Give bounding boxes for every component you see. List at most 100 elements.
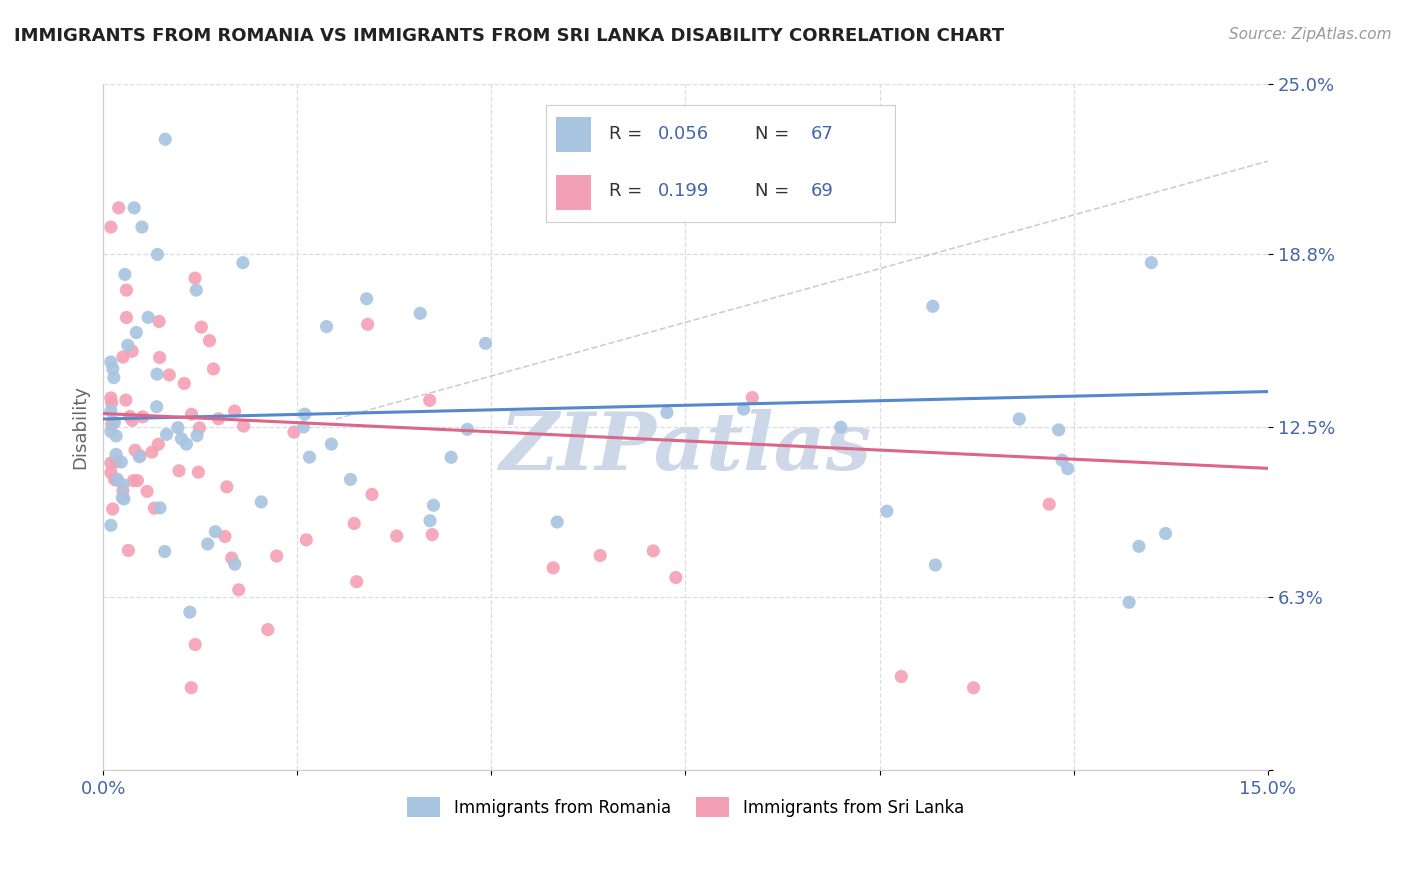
Point: [419, 514, 441, 528]
Point: [117, 543, 139, 558]
Point: [361, 487, 384, 501]
Point: [339, 472, 361, 486]
Text: ZIPatlas: ZIPatlas: [499, 409, 872, 486]
Point: [921, 299, 943, 313]
Legend: Immigrants from Romania, Immigrants from Sri Lanka: Immigrants from Romania, Immigrants from…: [401, 791, 970, 823]
Point: [131, 220, 153, 235]
Point: [136, 310, 159, 325]
Point: [122, 474, 145, 488]
Point: [589, 549, 612, 563]
Point: [232, 255, 254, 269]
Point: [100, 391, 122, 405]
Point: [129, 449, 152, 463]
Point: [215, 480, 238, 494]
Point: [153, 544, 176, 558]
Point: [188, 421, 211, 435]
Point: [167, 464, 190, 478]
Point: [298, 450, 321, 464]
Point: [125, 326, 148, 340]
Point: [148, 437, 170, 451]
Point: [127, 474, 149, 488]
Point: [356, 292, 378, 306]
Point: [1128, 539, 1150, 553]
Point: [655, 406, 678, 420]
Point: [214, 529, 236, 543]
Point: [315, 319, 337, 334]
Point: [250, 495, 273, 509]
Point: [141, 445, 163, 459]
Point: [665, 570, 688, 584]
Point: [385, 529, 408, 543]
Point: [1008, 412, 1031, 426]
Point: [186, 428, 208, 442]
Point: [107, 201, 129, 215]
Point: [115, 283, 138, 297]
Point: [103, 370, 125, 384]
Point: [117, 338, 139, 352]
Point: [184, 271, 207, 285]
Point: [112, 478, 135, 492]
Point: [346, 574, 368, 589]
Point: [146, 247, 169, 261]
Point: [343, 516, 366, 531]
Point: [105, 429, 128, 443]
Point: [356, 318, 378, 332]
Point: [422, 498, 444, 512]
Point: [100, 404, 122, 418]
Point: [146, 367, 169, 381]
Point: [115, 393, 138, 408]
Point: [101, 361, 124, 376]
Point: [420, 527, 443, 541]
Point: [228, 582, 250, 597]
Point: [1056, 461, 1078, 475]
Point: [148, 314, 170, 328]
Y-axis label: Disability: Disability: [72, 385, 89, 469]
Point: [100, 355, 122, 369]
Point: [105, 472, 128, 486]
Point: [110, 455, 132, 469]
Point: [1140, 255, 1163, 269]
Point: [1038, 497, 1060, 511]
Point: [321, 437, 343, 451]
Point: [733, 402, 755, 417]
Point: [157, 368, 180, 382]
Point: [100, 220, 122, 235]
Point: [179, 605, 201, 619]
Point: [186, 283, 208, 297]
Point: [111, 491, 134, 505]
Point: [1050, 453, 1073, 467]
Point: [295, 533, 318, 547]
Point: [180, 407, 202, 421]
Point: [121, 413, 143, 427]
Point: [224, 404, 246, 418]
Point: [1118, 595, 1140, 609]
Point: [184, 638, 207, 652]
Point: [101, 502, 124, 516]
Point: [224, 557, 246, 571]
Point: [221, 551, 243, 566]
Point: [197, 537, 219, 551]
Text: Source: ZipAtlas.com: Source: ZipAtlas.com: [1229, 27, 1392, 42]
Point: [100, 396, 122, 410]
Point: [100, 518, 122, 533]
Point: [112, 491, 135, 506]
Point: [924, 558, 946, 572]
Point: [136, 484, 159, 499]
Point: [114, 268, 136, 282]
Point: [121, 344, 143, 359]
Point: [173, 376, 195, 391]
Point: [440, 450, 463, 465]
Point: [105, 473, 128, 487]
Point: [100, 466, 122, 480]
Point: [155, 132, 177, 146]
Point: [187, 465, 209, 479]
Point: [128, 450, 150, 464]
Point: [101, 417, 124, 431]
Point: [202, 362, 225, 376]
Point: [100, 456, 122, 470]
Point: [104, 472, 127, 486]
Point: [149, 351, 172, 365]
Point: [149, 500, 172, 515]
Point: [111, 350, 134, 364]
Point: [266, 549, 288, 563]
